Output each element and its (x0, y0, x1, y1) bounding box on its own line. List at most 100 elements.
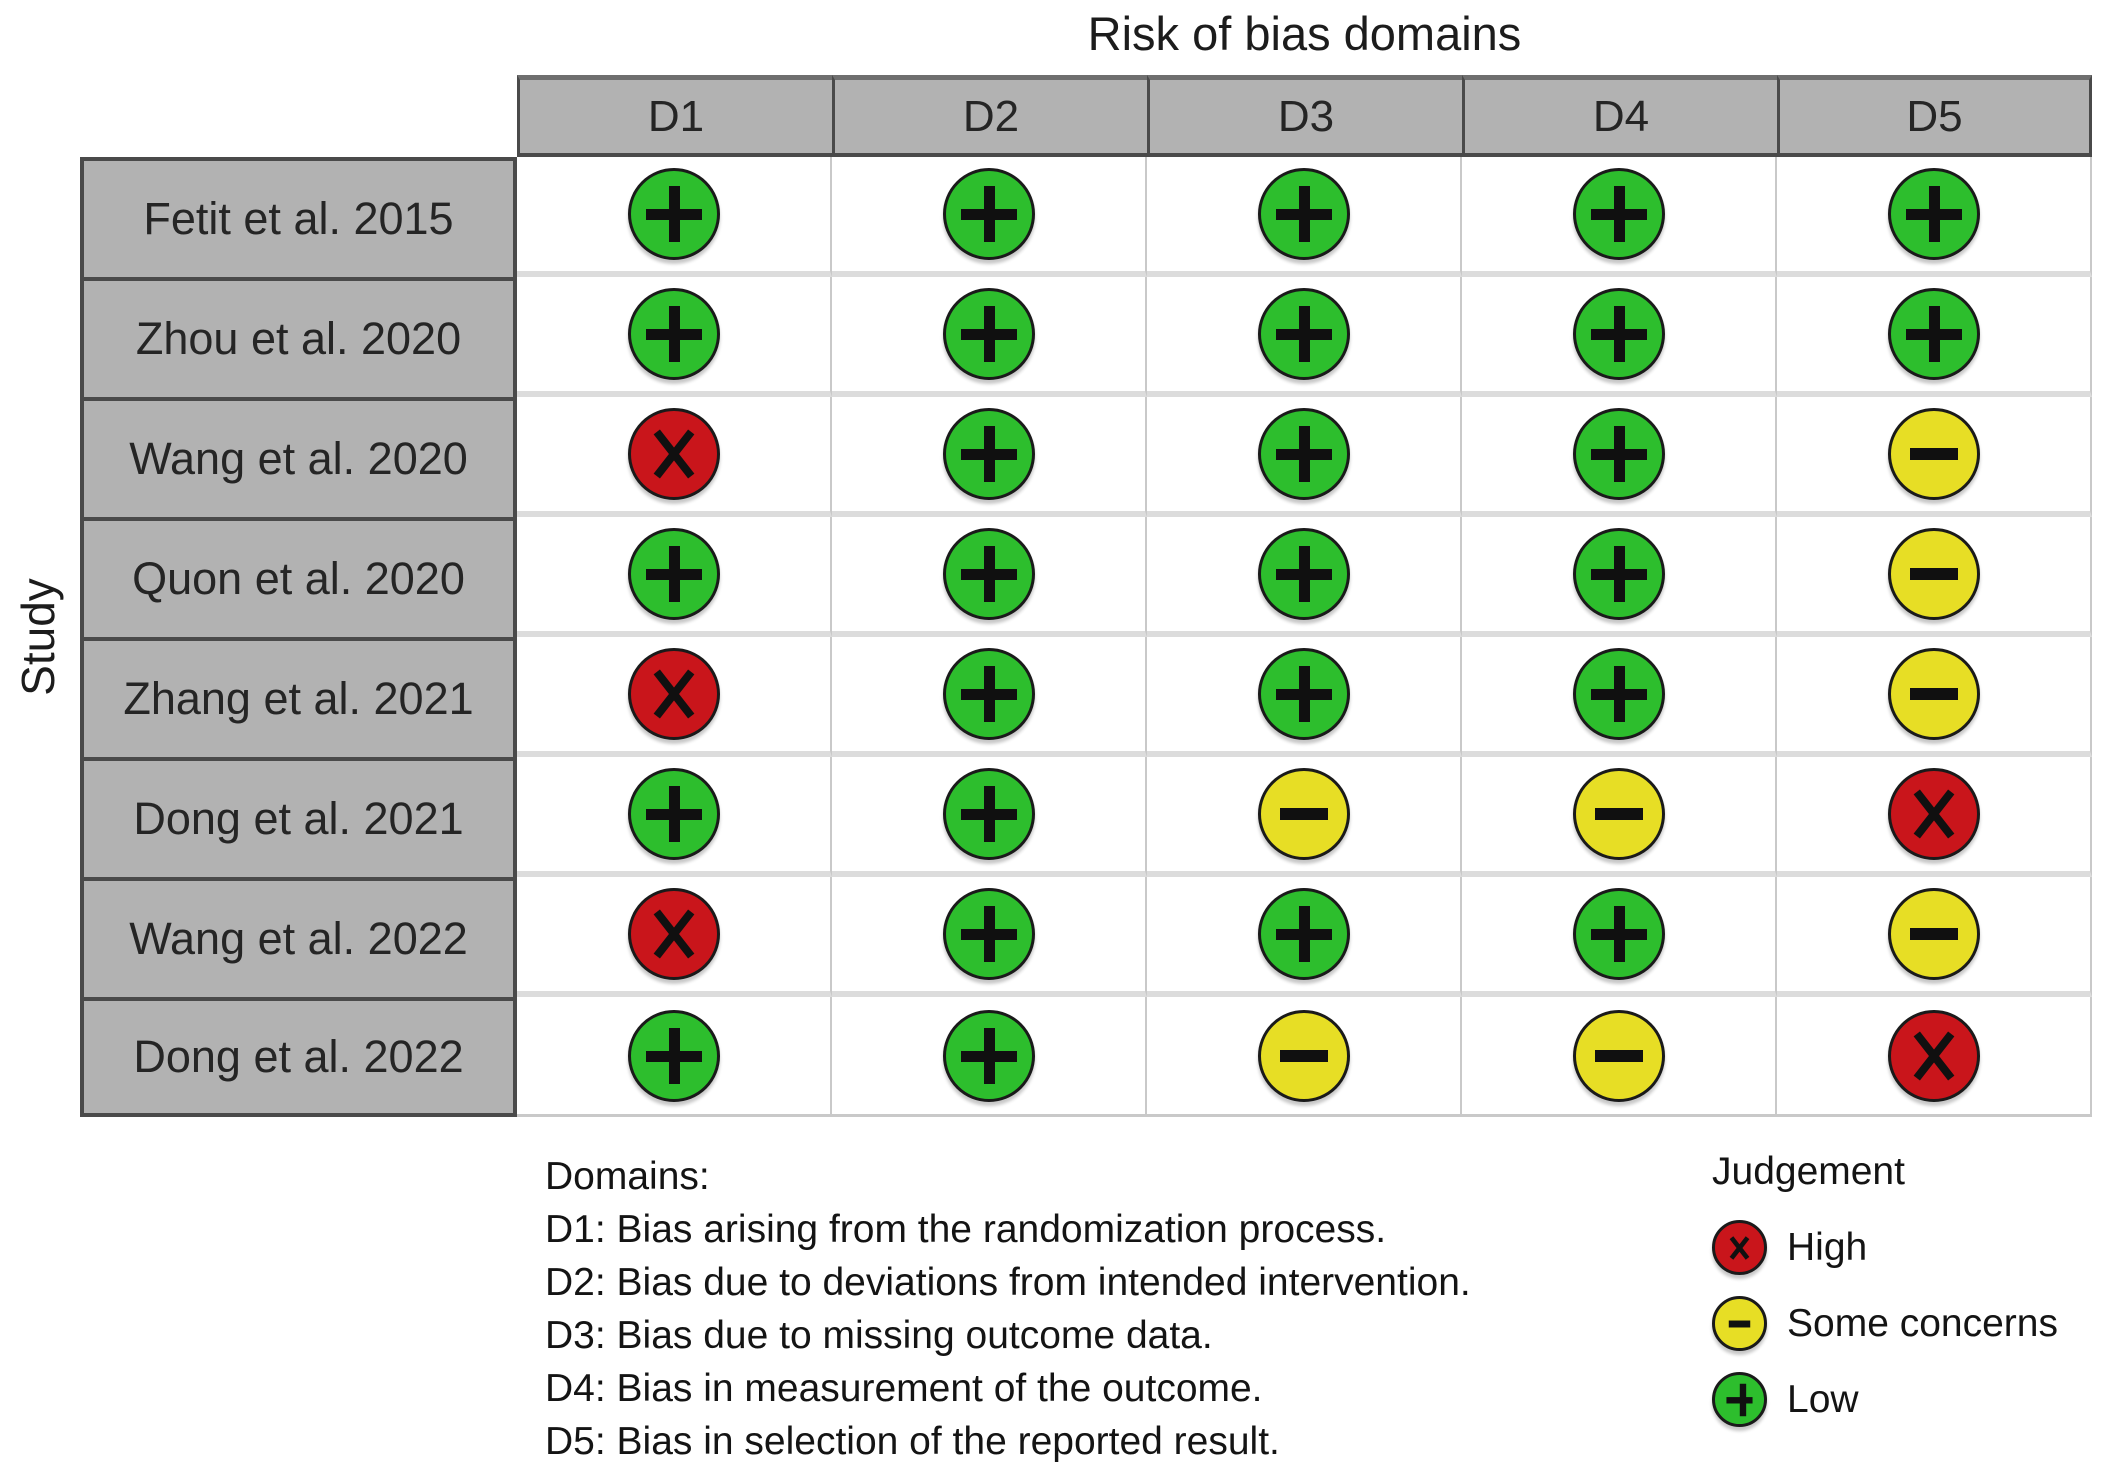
judgement-cell (517, 757, 832, 877)
judgement-circle-low (1887, 168, 1980, 260)
domain-note: D4: Bias in measurement of the outcome. (545, 1367, 1263, 1410)
judgement-cell (1147, 277, 1462, 397)
judgement-cell (1147, 157, 1462, 277)
judgement-cell (1147, 757, 1462, 877)
judgement-circle-some-concerns (1712, 1296, 1767, 1351)
domain-notes-list: D1: Bias arising from the randomization … (545, 1203, 1685, 1468)
judgement-cell (1462, 397, 1777, 517)
judgement-circle-some-concerns (1572, 768, 1665, 860)
study-label: Wang et al. 2022 (80, 877, 517, 997)
y-axis-label: Study (12, 578, 64, 696)
plus-icon (959, 904, 1019, 964)
minus-icon (1274, 784, 1334, 844)
plus-icon (959, 1026, 1019, 1086)
risk-of-bias-table: D1 D2 D3 D4 D5 Fetit et al. 2015 Zhou et al. 2… (80, 75, 2092, 1117)
minus-icon (1904, 664, 1964, 724)
legend-item-some-concerns: Some concerns (1712, 1296, 2102, 1351)
judgement-circle-high (627, 408, 720, 500)
legend-item-label: Some concerns (1787, 1301, 2058, 1345)
judgement-cell (1462, 877, 1777, 997)
judgement-cell (1462, 637, 1777, 757)
judgement-cell (517, 517, 832, 637)
plus-icon (1904, 304, 1964, 364)
table-corner-spacer (80, 75, 517, 157)
plus-icon (1274, 424, 1334, 484)
domain-note: D1: Bias arising from the randomization … (545, 1208, 1387, 1251)
x-mark-icon (644, 424, 704, 484)
judgement-cell (832, 517, 1147, 637)
minus-icon (1904, 904, 1964, 964)
judgement-cell (1462, 517, 1777, 637)
judgement-cell (1777, 997, 2092, 1117)
judgement-cell (1777, 637, 2092, 757)
judgement-circle-low (1572, 648, 1665, 740)
judgement-circle-low (1257, 888, 1350, 980)
plus-icon (1274, 664, 1334, 724)
study-label: Zhou et al. 2020 (80, 277, 517, 397)
judgement-cell (1777, 277, 2092, 397)
judgement-cell (1777, 157, 2092, 277)
legend-item-high: High (1712, 1220, 2102, 1275)
legend-title: Judgement (1712, 1150, 1905, 1193)
judgement-cell (1147, 877, 1462, 997)
judgement-circle-low (1572, 168, 1665, 260)
judgement-circle-low (1572, 408, 1665, 500)
legend-item-label: High (1787, 1225, 1868, 1269)
judgement-cell (832, 997, 1147, 1117)
legend-items: High Some concerns Low (1712, 1220, 2102, 1427)
judgement-circle-low (1572, 888, 1665, 980)
judgement-circle-low (942, 528, 1035, 620)
judgement-cell (1147, 997, 1462, 1117)
judgement-circle-some-concerns (1887, 528, 1980, 620)
judgement-circle-some-concerns (1887, 408, 1980, 500)
judgement-circle-low (942, 888, 1035, 980)
legend-item-low: Low (1712, 1372, 2102, 1427)
domain-note: D5: Bias in selection of the reported re… (545, 1420, 1280, 1463)
judgement-circle-low (1257, 408, 1350, 500)
plus-icon (1589, 304, 1649, 364)
judgement-circle-low (1257, 288, 1350, 380)
plus-icon (644, 184, 704, 244)
plus-icon (1274, 184, 1334, 244)
judgement-cell (517, 157, 832, 277)
judgement-circle-low (942, 1009, 1035, 1102)
judgement-cell (832, 637, 1147, 757)
judgement-circle-low (627, 1009, 720, 1102)
judgement-circle-low (1572, 528, 1665, 620)
judgement-cell (517, 997, 832, 1117)
judgement-legend: Judgement High Some concerns Low (1712, 1150, 2102, 1448)
judgement-circle-low (1572, 288, 1665, 380)
judgement-circle-low (1712, 1372, 1767, 1427)
judgement-circle-some-concerns (1887, 888, 1980, 980)
column-header-d1: D1 (517, 75, 832, 157)
minus-icon (1904, 544, 1964, 604)
judgement-circle-low (942, 408, 1035, 500)
plus-icon (959, 304, 1019, 364)
x-mark-icon (644, 664, 704, 724)
minus-icon (1589, 1026, 1649, 1086)
study-label: Dong et al. 2021 (80, 757, 517, 877)
plus-icon (644, 544, 704, 604)
judgement-circle-some-concerns (1257, 768, 1350, 860)
judgement-cell (832, 877, 1147, 997)
judgement-circle-some-concerns (1572, 1009, 1665, 1102)
judgement-circle-low (627, 768, 720, 860)
judgement-circle-low (1257, 528, 1350, 620)
judgement-circle-high (627, 648, 720, 740)
judgement-circle-low (942, 288, 1035, 380)
judgement-cell (517, 877, 832, 997)
plus-icon (959, 184, 1019, 244)
judgement-cell (1147, 397, 1462, 517)
judgement-circle-low (942, 648, 1035, 740)
plus-icon (959, 664, 1019, 724)
minus-icon (1725, 1306, 1753, 1341)
plus-icon (959, 424, 1019, 484)
judgement-cell (1777, 877, 2092, 997)
judgement-circle-some-concerns (1887, 648, 1980, 740)
plus-icon (1589, 664, 1649, 724)
x-mark-icon (644, 904, 704, 964)
judgement-circle-high (627, 888, 720, 980)
domain-note: D3: Bias due to missing outcome data. (545, 1314, 1213, 1357)
study-label: Dong et al. 2022 (80, 997, 517, 1117)
plus-icon (1274, 904, 1334, 964)
